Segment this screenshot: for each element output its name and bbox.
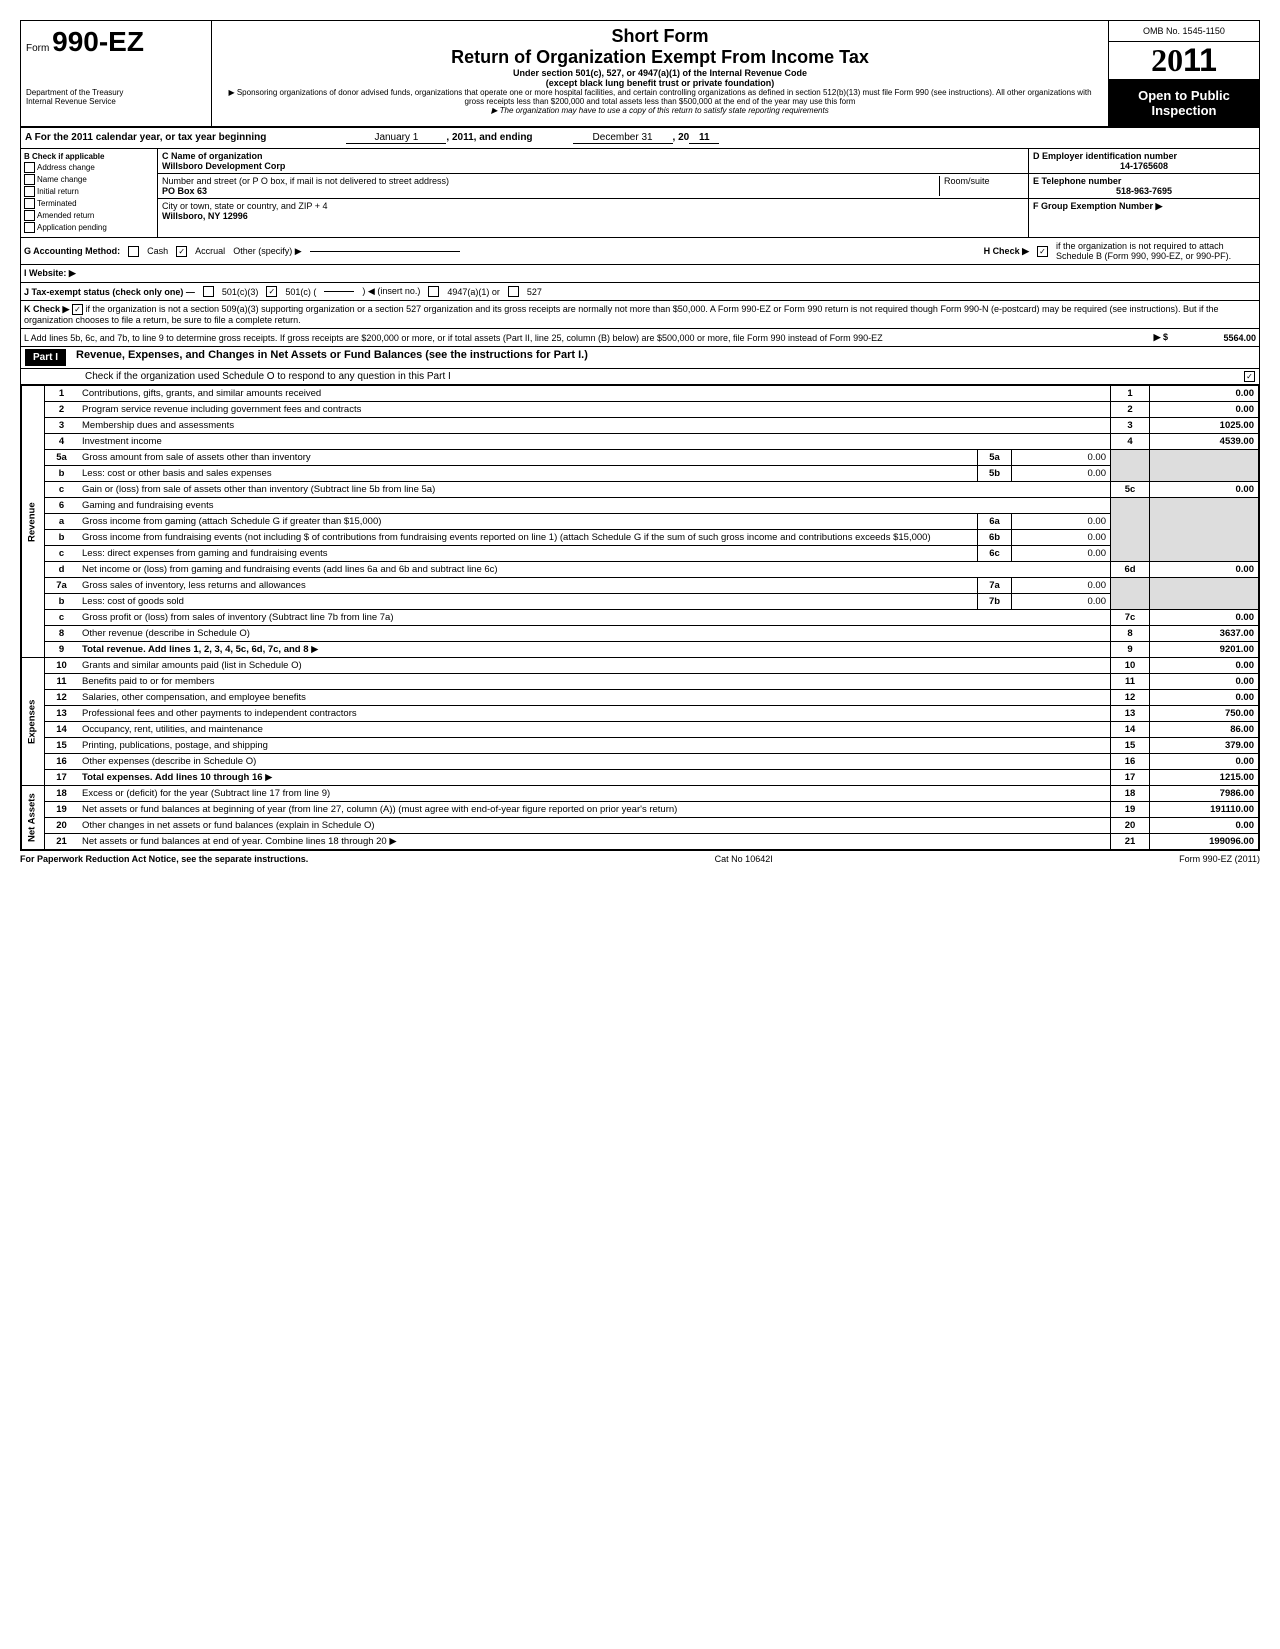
form-990ez: Form 990-EZ Department of the Treasury I… [20,20,1260,851]
line-5b-value: 0.00 [1012,466,1111,482]
checkbox-527[interactable] [508,286,519,297]
line-21-value: 199096.00 [1150,834,1259,850]
footer-form-ref: Form 990-EZ (2011) [1179,854,1260,864]
row-j-tax-exempt: J Tax-exempt status (check only one) — 5… [21,283,1259,301]
line-16-value: 0.00 [1150,754,1259,770]
col-c-org-info: C Name of organization Willsboro Develop… [158,149,1029,237]
line-9-value: 9201.00 [1150,642,1259,658]
form-prefix: Form [26,43,49,54]
line-2-value: 0.00 [1150,402,1259,418]
checkbox-h[interactable]: ✓ [1037,246,1048,257]
checkbox-501c[interactable]: ✓ [266,286,277,297]
part-1-header: Part I Revenue, Expenses, and Changes in… [21,347,1259,369]
dept-treasury: Department of the Treasury [26,88,206,97]
checkbox-accrual[interactable]: ✓ [176,246,187,257]
footer: For Paperwork Reduction Act Notice, see … [20,851,1260,867]
line-7a-value: 0.00 [1012,578,1111,594]
checkbox-501c3[interactable] [203,286,214,297]
part-1-schedule-o-check: Check if the organization used Schedule … [21,369,1259,385]
subtitle-except: (except black lung benefit trust or priv… [222,78,1098,88]
form-number: 990-EZ [52,26,144,57]
checkbox-amended[interactable] [24,210,35,221]
line-11-value: 0.00 [1150,674,1259,690]
line-8-value: 3637.00 [1150,626,1259,642]
note-sponsoring: ▶ Sponsoring organizations of donor advi… [222,88,1098,106]
col-b-checkboxes: B Check if applicable Address change Nam… [21,149,158,237]
line-6a-value: 0.00 [1012,514,1111,530]
line-14-value: 86.00 [1150,722,1259,738]
line-15-value: 379.00 [1150,738,1259,754]
line-6c-value: 0.00 [1012,546,1111,562]
checkbox-cash[interactable] [128,246,139,257]
row-a-tax-year: A For the 2011 calendar year, or tax yea… [21,128,1259,149]
revenue-label: Revenue [22,386,45,658]
header: Form 990-EZ Department of the Treasury I… [21,21,1259,128]
line-7c-value: 0.00 [1150,610,1259,626]
checkbox-name-change[interactable] [24,174,35,185]
line-3-value: 1025.00 [1150,418,1259,434]
line-17-value: 1215.00 [1150,770,1259,786]
checkbox-4947[interactable] [428,286,439,297]
row-g-accounting: G Accounting Method: Cash ✓Accrual Other… [21,238,1259,265]
ein: 14-1765608 [1033,161,1255,171]
line-4-value: 4539.00 [1150,434,1259,450]
checkbox-schedule-o[interactable]: ✓ [1244,371,1255,382]
row-i-website: I Website: ▶ [21,265,1259,283]
tax-year: 2011 [1109,42,1259,80]
subtitle-code: Under section 501(c), 527, or 4947(a)(1)… [222,68,1098,78]
phone: 518-963-7695 [1033,186,1255,196]
footer-paperwork: For Paperwork Reduction Act Notice, see … [20,854,308,864]
line-13-value: 750.00 [1150,706,1259,722]
header-right: OMB No. 1545-1150 2011 Open to Public In… [1108,21,1259,126]
org-name: Willsboro Development Corp [162,161,285,171]
line-6d-value: 0.00 [1150,562,1259,578]
row-l-gross-receipts: L Add lines 5b, 6c, and 7b, to line 9 to… [21,329,1259,347]
header-left: Form 990-EZ Department of the Treasury I… [21,21,212,126]
line-7b-value: 0.00 [1012,594,1111,610]
line-1-value: 0.00 [1150,386,1259,402]
title-short-form: Short Form [222,26,1098,47]
open-to-public: Open to Public Inspection [1109,80,1259,126]
note-state: ▶ The organization may have to use a cop… [222,106,1098,115]
section-b-through-f: B Check if applicable Address change Nam… [21,149,1259,238]
checkbox-app-pending[interactable] [24,222,35,233]
checkbox-k[interactable]: ✓ [72,304,83,315]
line-10-value: 0.00 [1150,658,1259,674]
line-18-value: 7986.00 [1150,786,1259,802]
dept-irs: Internal Revenue Service [26,97,206,106]
checkbox-terminated[interactable] [24,198,35,209]
expenses-label: Expenses [22,658,45,786]
checkbox-initial-return[interactable] [24,186,35,197]
po-box: PO Box 63 [162,186,207,196]
city-state-zip: Willsboro, NY 12996 [162,211,248,221]
col-d-e-f: D Employer identification number 14-1765… [1029,149,1259,237]
line-19-value: 191110.00 [1150,802,1259,818]
net-assets-label: Net Assets [22,786,45,850]
checkbox-address-change[interactable] [24,162,35,173]
omb-number: OMB No. 1545-1150 [1109,21,1259,42]
part-1-table: Revenue 1 Contributions, gifts, grants, … [21,385,1259,850]
line-5a-value: 0.00 [1012,450,1111,466]
line-12-value: 0.00 [1150,690,1259,706]
line-6b-value: 0.00 [1012,530,1111,546]
line-5c-value: 0.00 [1150,482,1259,498]
gross-receipts-value: 5564.00 [1176,333,1256,343]
line-20-value: 0.00 [1150,818,1259,834]
row-k-check: K Check ▶ ✓ if the organization is not a… [21,301,1259,329]
footer-cat-no: Cat No 10642I [715,854,773,864]
title-return: Return of Organization Exempt From Incom… [222,47,1098,68]
header-center: Short Form Return of Organization Exempt… [212,21,1108,126]
